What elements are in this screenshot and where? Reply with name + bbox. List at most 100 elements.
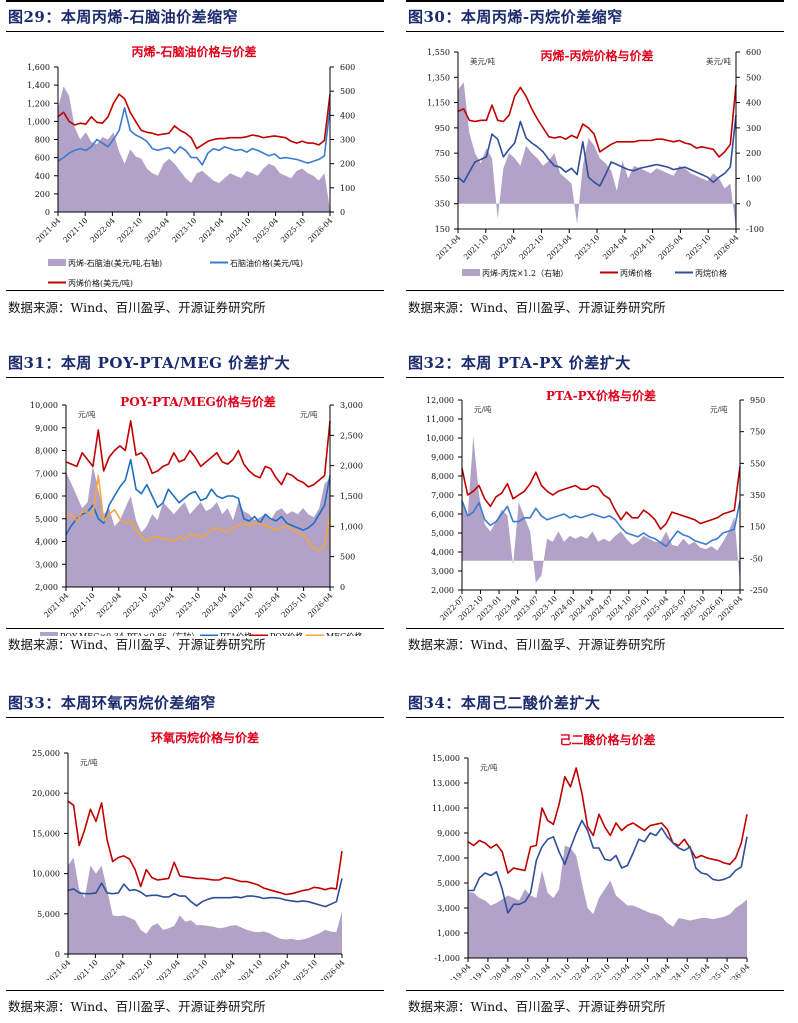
- figure-panel-32: 图32：本周 PTA-PX 价差扩大 PTA-PX价格与价差 元/吨 元/吨 2,00…: [400, 346, 790, 686]
- unit-label-right: 美元/吨: [706, 56, 732, 66]
- y-tick-label-left: 350: [435, 200, 450, 209]
- y-tick-label-right: 750: [750, 428, 765, 437]
- divider: [6, 377, 384, 378]
- chart-title: POY-PTA/MEG价格与价差: [120, 394, 276, 409]
- y-tick-label-left: 7,000: [35, 469, 58, 478]
- unit-label-right: 元/吨: [710, 404, 728, 414]
- legend-label: 丙烯-石脑油(美元/吨,右轴): [68, 258, 162, 268]
- chart-title: 丙烯-石脑油价格与价差: [132, 44, 257, 59]
- y-tick-label-left: 20,000: [32, 789, 60, 798]
- x-tick-label: 2025-10: [684, 233, 713, 262]
- x-tick-label: 2026-04: [306, 591, 335, 620]
- y-tick-label-right: 500: [340, 553, 355, 562]
- y-tick-label-left: 4,000: [431, 548, 454, 557]
- figure-panel-34: 图34：本周己二酸价差扩大 己二酸价格与价差 元/吨 -1,000 1,000 3,00…: [400, 686, 790, 1023]
- y-tick-label-left: 1,550: [427, 48, 450, 57]
- y-tick-label-left: 25,000: [32, 749, 60, 758]
- x-tick-label: 2026-04: [318, 958, 347, 980]
- series-line-2: [65, 420, 331, 488]
- x-tick-label: 2021-04: [34, 216, 63, 245]
- y-tick-label-left: 1,150: [427, 99, 450, 108]
- y-tick-label-right: 400: [746, 99, 761, 108]
- x-tick-label: 2021-10: [71, 958, 100, 980]
- y-tick-label-left: 200: [35, 190, 50, 199]
- y-tick-label-left: 0: [45, 208, 50, 217]
- y-tick-label-left: 2,000: [431, 586, 454, 595]
- y-tick-label-right: 3,000: [340, 401, 363, 410]
- source-note: 数据来源：Wind、百川盈孚、开源证券研究所: [408, 300, 666, 315]
- x-tick-label: 2024-10: [224, 216, 253, 245]
- y-tick-label-left: 1,000: [437, 929, 460, 938]
- y-tick-label-left: 1,200: [27, 99, 50, 108]
- y-tick-label-left: 15,000: [432, 754, 460, 763]
- x-tick-label: 2025-04: [253, 591, 282, 620]
- chart-title: 己二酸价格与价差: [559, 732, 655, 747]
- unit-label-left: 元/吨: [78, 409, 96, 419]
- y-tick-label-left: 10,000: [30, 401, 58, 410]
- figure-title: 图29：本周丙烯-石脑油价差缩窄: [8, 8, 239, 26]
- divider: [6, 717, 384, 718]
- series-area-0: [468, 845, 747, 958]
- y-tick-label-left: 5,000: [37, 910, 60, 919]
- y-tick-label-left: 1,600: [27, 63, 50, 72]
- figure-title: 图34：本周己二酸价差扩大: [408, 694, 601, 712]
- series-line-2: [457, 115, 737, 187]
- legend-label: 丙烯价格: [620, 268, 652, 278]
- figure-panel-31: 图31：本周 POY-PTA/MEG 价差扩大 POY-PTA/MEG价格与价差…: [0, 346, 390, 686]
- x-tick-label: 2022-10: [116, 216, 145, 245]
- series-line-2: [461, 466, 741, 530]
- y-tick-label-right: 200: [746, 149, 761, 158]
- x-tick-label: 2024-10: [629, 233, 658, 262]
- chart-title: 丙烯-丙烷价格与价差: [541, 48, 654, 63]
- y-tick-label-left: 11,000: [426, 415, 454, 424]
- y-tick-label-left: 9,000: [437, 829, 460, 838]
- y-tick-label-left: 4,000: [35, 538, 58, 547]
- y-tick-label-right: 400: [340, 111, 355, 120]
- x-tick-label: 2023-10: [174, 591, 203, 620]
- y-tick-label-right: 300: [746, 124, 761, 133]
- y-tick-label-right: 550: [750, 459, 765, 468]
- divider: [406, 628, 784, 629]
- figure-panel-33: 图33：本周环氧丙烷价差缩窄 环氧丙烷价格与价差 元/吨 0 5,000 10,000 1…: [0, 686, 390, 1023]
- series-line-1: [65, 458, 331, 536]
- y-tick-label-left: 400: [35, 172, 50, 181]
- y-tick-label-left: 5,000: [35, 515, 58, 524]
- legend-label: PTA价格: [220, 631, 252, 636]
- source-note: 数据来源：Wind、百川盈孚、开源证券研究所: [408, 999, 666, 1014]
- figure-panel-30: 图30：本周丙烯-丙烷价差缩窄 丙烯-丙烷价格与价差 美元/吨 美元/吨 150 350…: [400, 0, 790, 340]
- y-tick-label-left: 1,350: [427, 73, 450, 82]
- x-tick-label: 2025-04: [263, 958, 292, 980]
- source-note: 数据来源：Wind、百川盈孚、开源证券研究所: [8, 637, 266, 652]
- x-tick-label: 2025-04: [656, 233, 685, 262]
- y-tick-label-left: 3,000: [437, 904, 460, 913]
- x-tick-label: 2021-10: [61, 216, 90, 245]
- y-tick-label-right: 0: [340, 208, 345, 217]
- series-area-0: [458, 82, 736, 229]
- x-tick-label: 2026-04: [712, 233, 741, 262]
- y-tick-label-right: 1,000: [340, 522, 363, 531]
- series-area-0: [68, 857, 342, 954]
- y-tick-label-left: 950: [435, 124, 450, 133]
- figure-title: 图33：本周环氧丙烷价差缩窄: [8, 694, 216, 712]
- y-tick-label-right: -250: [750, 586, 768, 595]
- y-tick-label-left: 5,000: [437, 879, 460, 888]
- y-tick-label-right: 350: [750, 491, 765, 500]
- x-tick-label: 2022-04: [490, 233, 519, 262]
- y-tick-label-left: 11,000: [432, 804, 460, 813]
- legend-label: 丙烷价格: [695, 268, 727, 278]
- divider: [6, 31, 384, 32]
- series-line-2: [67, 800, 343, 896]
- series-area-0: [58, 86, 330, 212]
- x-tick-label: 2019-04: [444, 962, 473, 980]
- source-note: 数据来源：Wind、百川盈孚、开源证券研究所: [8, 999, 266, 1014]
- divider: [406, 990, 784, 991]
- divider: [6, 628, 384, 629]
- chart-title: PTA-PX价格与价差: [546, 388, 656, 403]
- unit-label-left: 元/吨: [80, 757, 98, 767]
- x-tick-label: 2022-10: [121, 591, 150, 620]
- unit-label-left: 元/吨: [480, 762, 498, 772]
- x-tick-label: 2022-04: [95, 591, 124, 620]
- x-tick-label: 2025-10: [280, 591, 309, 620]
